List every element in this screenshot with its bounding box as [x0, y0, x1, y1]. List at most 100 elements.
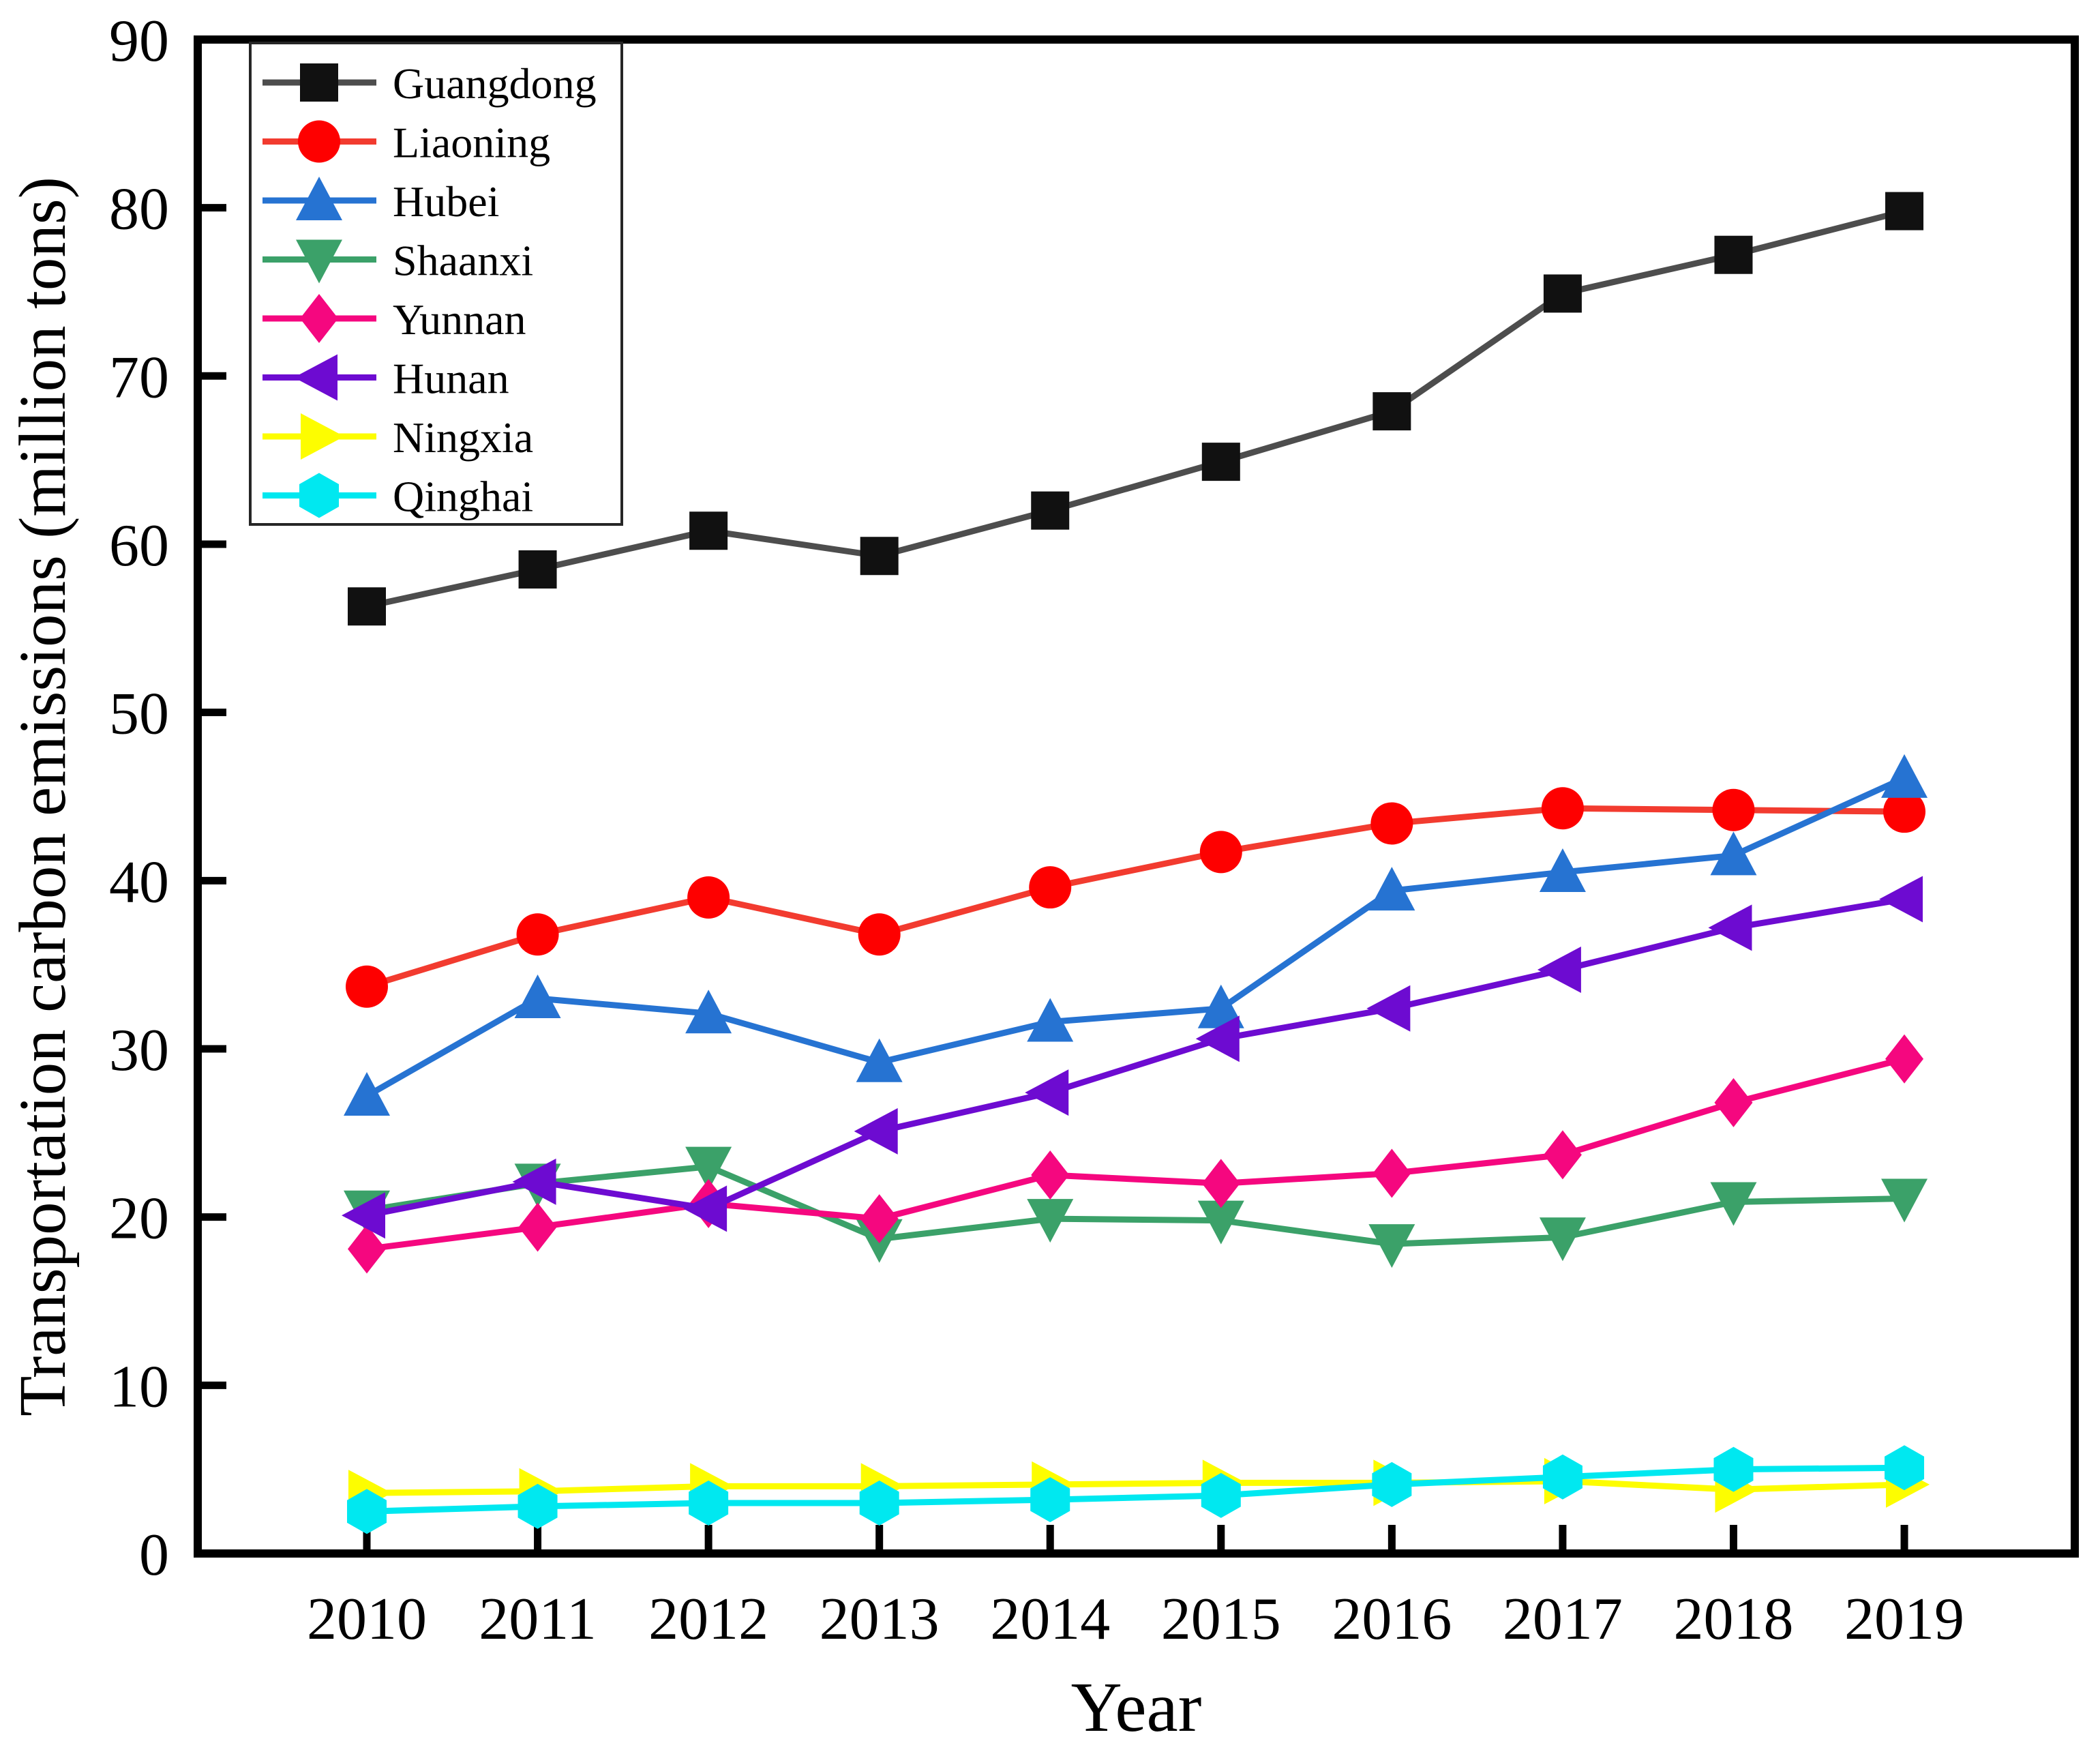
data-point-liaoning-2015	[1199, 831, 1242, 874]
data-point-shaanxi-2017	[1539, 1217, 1586, 1262]
data-point-hubei-2016	[1368, 867, 1415, 911]
data-point-yunnan-2018	[1714, 1077, 1753, 1127]
data-point-hubei-2012	[685, 990, 732, 1034]
data-point-guangdong-2015	[1201, 443, 1240, 481]
y-tick-label: 40	[109, 849, 169, 915]
data-point-liaoning-2010	[346, 965, 388, 1008]
data-point-hunan-2011	[512, 1158, 556, 1205]
y-tick-label: 80	[109, 177, 169, 243]
data-point-shaanxi-2019	[1881, 1178, 1928, 1223]
x-tick-label: 2016	[1332, 1586, 1452, 1652]
data-point-hunan-2015	[1195, 1015, 1240, 1062]
x-axis-label: Year	[1071, 1668, 1202, 1746]
y-tick-label: 0	[139, 1522, 169, 1588]
data-point-guangdong-2017	[1543, 274, 1582, 313]
x-tick-label: 2017	[1503, 1586, 1623, 1652]
square-icon	[300, 63, 338, 102]
data-point-hubei-2010	[344, 1072, 390, 1116]
legend-item-ningxia: Ningxia	[262, 413, 533, 462]
data-point-yunnan-2016	[1372, 1148, 1411, 1198]
data-point-yunnan-2015	[1201, 1159, 1240, 1208]
series-hunan	[342, 876, 1923, 1239]
data-point-hubei-2014	[1027, 998, 1074, 1042]
data-point-hubei-2019	[1881, 754, 1928, 798]
x-tick-label: 2019	[1844, 1586, 1964, 1652]
legend-label: Hunan	[393, 355, 509, 403]
triangle-right-icon	[301, 413, 344, 460]
y-tick-label: 90	[109, 8, 169, 74]
data-point-yunnan-2017	[1543, 1130, 1582, 1180]
data-point-shaanxi-2015	[1197, 1200, 1244, 1245]
series-hubei	[344, 754, 1928, 1116]
data-point-qinghai-2010	[347, 1489, 387, 1534]
data-point-shaanxi-2018	[1710, 1182, 1757, 1226]
data-point-guangdong-2010	[348, 587, 386, 626]
y-tick-label: 20	[109, 1186, 169, 1252]
data-point-liaoning-2017	[1541, 787, 1584, 830]
series-liaoning	[346, 787, 1926, 1008]
series-line-hunan	[366, 896, 1905, 1219]
series-shaanxi	[344, 1146, 1928, 1268]
data-point-liaoning-2019	[1883, 790, 1926, 833]
legend-label: Liaoning	[393, 119, 550, 167]
data-point-hunan-2010	[342, 1192, 385, 1239]
series-guangdong	[348, 192, 1924, 626]
data-point-hunan-2019	[1879, 876, 1923, 923]
series-line-hubei	[365, 775, 1906, 1099]
series-qinghai	[347, 1445, 1925, 1534]
x-tick-label: 2011	[479, 1586, 597, 1652]
data-point-hubei-2013	[856, 1038, 903, 1082]
data-point-qinghai-2011	[518, 1483, 558, 1529]
plot-border	[194, 35, 2079, 1558]
data-point-qinghai-2012	[689, 1480, 729, 1526]
series-line-yunnan	[366, 1056, 1906, 1252]
y-tick-label: 70	[109, 344, 169, 411]
data-point-guangdong-2011	[518, 550, 557, 589]
data-point-shaanxi-2016	[1368, 1224, 1415, 1268]
triangle-up-icon	[296, 177, 342, 220]
data-point-hunan-2014	[1025, 1069, 1069, 1116]
data-point-guangdong-2013	[860, 537, 899, 576]
series-line-ningxia	[366, 1478, 1905, 1496]
data-point-guangdong-2014	[1031, 491, 1070, 530]
y-tick-label: 10	[109, 1354, 169, 1420]
data-point-guangdong-2018	[1714, 235, 1753, 274]
series-line-liaoning	[365, 805, 1905, 990]
triangle-left-icon	[294, 354, 338, 401]
x-tick-label: 2010	[307, 1586, 427, 1652]
data-point-yunnan-2019	[1885, 1034, 1924, 1084]
data-point-hubei-2018	[1710, 831, 1757, 876]
data-point-liaoning-2018	[1712, 788, 1755, 831]
data-point-hubei-2015	[1197, 984, 1244, 1028]
data-point-qinghai-2013	[859, 1480, 899, 1526]
legend-label: Qinghai	[393, 473, 533, 521]
hexagon-icon	[299, 473, 339, 518]
data-point-qinghai-2016	[1372, 1461, 1412, 1507]
data-point-liaoning-2014	[1029, 866, 1072, 909]
data-point-yunnan-2010	[348, 1224, 386, 1274]
legend-item-liaoning: Liaoning	[262, 119, 550, 167]
data-point-guangdong-2016	[1372, 392, 1411, 431]
triangle-down-icon	[296, 239, 342, 284]
legend-item-yunnan: Yunnan	[262, 294, 526, 344]
legend-label: Guangdong	[393, 59, 597, 108]
series-line-guangdong	[366, 208, 1906, 610]
data-point-shaanxi-2012	[685, 1146, 732, 1191]
axes: 0 10 20 30 40 50 60 70 80 90 2010 2011 2012 2013 2014 2…	[6, 8, 2079, 1746]
data-point-guangdong-2012	[689, 511, 728, 550]
legend-label: Shaanxi	[393, 237, 533, 285]
series-line-shaanxi	[366, 1163, 1905, 1247]
legend-item-hunan: Hunan	[262, 354, 509, 403]
data-point-liaoning-2016	[1370, 802, 1413, 845]
y-tick-label: 50	[109, 681, 169, 747]
data-point-qinghai-2017	[1542, 1454, 1582, 1500]
data-point-liaoning-2012	[687, 876, 730, 919]
y-axis-label: Transportation carbon emissions (million…	[6, 177, 79, 1416]
y-tick-label: 60	[109, 513, 169, 579]
y-tick-label: 30	[109, 1017, 169, 1084]
legend-item-shaanxi: Shaanxi	[262, 237, 533, 285]
legend-label: Ningxia	[393, 413, 533, 462]
series-yunnan	[348, 1034, 1924, 1274]
data-point-hunan-2016	[1366, 985, 1411, 1032]
